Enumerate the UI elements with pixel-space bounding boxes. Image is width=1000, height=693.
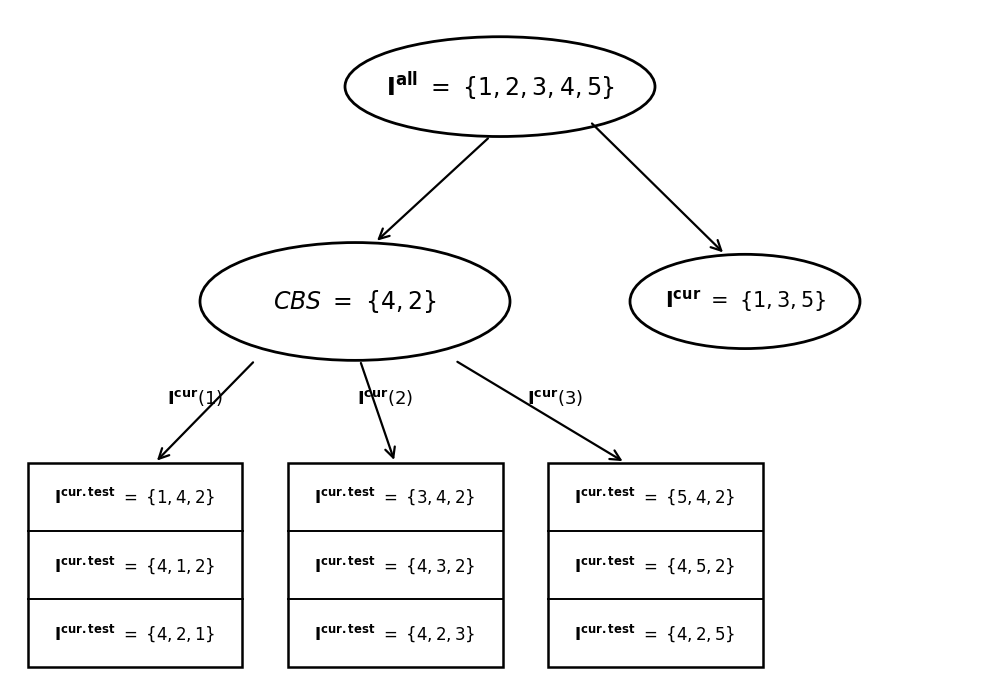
Text: $\mathbf{I}^{\mathbf{cur.test}}\ =\ \{4,1,2\}$: $\mathbf{I}^{\mathbf{cur.test}}\ =\ \{4,… <box>54 554 216 576</box>
Text: $\mathit{CBS}\ =\ \{4,2\}$: $\mathit{CBS}\ =\ \{4,2\}$ <box>273 288 437 315</box>
Text: $\mathbf{I}^{\mathbf{cur.test}}\ =\ \{4,5,2\}$: $\mathbf{I}^{\mathbf{cur.test}}\ =\ \{4,… <box>574 554 736 576</box>
Text: $\mathbf{I}^{\mathbf{cur.test}}\ =\ \{4,2,3\}$: $\mathbf{I}^{\mathbf{cur.test}}\ =\ \{4,… <box>314 622 476 644</box>
Text: $\mathbf{I}^{\mathbf{cur.test}}\ =\ \{4,2,5\}$: $\mathbf{I}^{\mathbf{cur.test}}\ =\ \{4,… <box>574 622 736 644</box>
Text: $\mathbf{I}^{\mathbf{cur.test}}\ =\ \{4,2,1\}$: $\mathbf{I}^{\mathbf{cur.test}}\ =\ \{4,… <box>54 622 216 644</box>
Text: $\mathbf{I}^{\mathbf{all}}\ =\ \{1,2,3,4,5\}$: $\mathbf{I}^{\mathbf{all}}\ =\ \{1,2,3,4… <box>386 71 614 103</box>
Text: $\mathbf{I}^{\mathbf{cur}}(1)$: $\mathbf{I}^{\mathbf{cur}}(1)$ <box>167 388 223 409</box>
Text: $\mathbf{I}^{\mathbf{cur}}(2)$: $\mathbf{I}^{\mathbf{cur}}(2)$ <box>357 388 413 409</box>
Bar <box>28 463 242 667</box>
Text: $\mathbf{I}^{\mathbf{cur}}\ =\ \{1,3,5\}$: $\mathbf{I}^{\mathbf{cur}}\ =\ \{1,3,5\}… <box>665 288 825 315</box>
Text: $\mathbf{I}^{\mathbf{cur}}(3)$: $\mathbf{I}^{\mathbf{cur}}(3)$ <box>527 388 583 409</box>
Bar <box>288 463 503 667</box>
Bar <box>548 463 763 667</box>
Text: $\mathbf{I}^{\mathbf{cur.test}}\ =\ \{5,4,2\}$: $\mathbf{I}^{\mathbf{cur.test}}\ =\ \{5,… <box>574 486 736 507</box>
Text: $\mathbf{I}^{\mathbf{cur.test}}\ =\ \{4,3,2\}$: $\mathbf{I}^{\mathbf{cur.test}}\ =\ \{4,… <box>314 554 476 576</box>
Text: $\mathbf{I}^{\mathbf{cur.test}}\ =\ \{3,4,2\}$: $\mathbf{I}^{\mathbf{cur.test}}\ =\ \{3,… <box>314 486 476 507</box>
Text: $\mathbf{I}^{\mathbf{cur.test}}\ =\ \{1,4,2\}$: $\mathbf{I}^{\mathbf{cur.test}}\ =\ \{1,… <box>54 486 216 507</box>
